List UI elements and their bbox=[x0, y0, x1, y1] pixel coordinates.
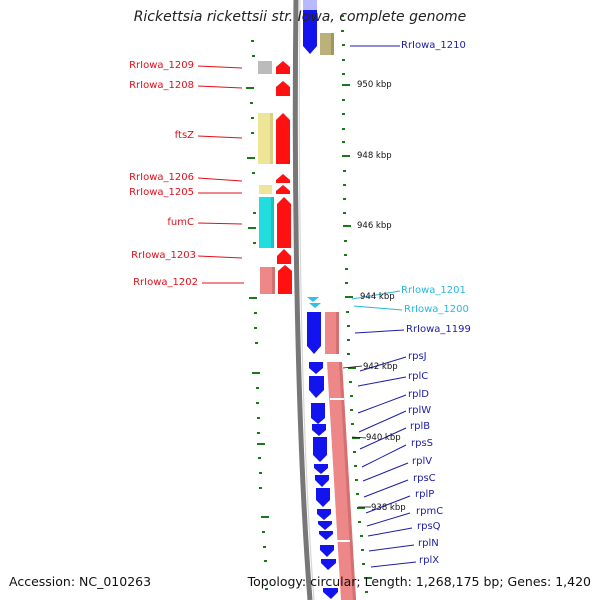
gene-1210-arrow[interactable] bbox=[303, 0, 317, 54]
tick-leaders bbox=[342, 365, 371, 508]
gene-1205-arrow[interactable] bbox=[276, 185, 290, 194]
tick-label-938: 938 kbp bbox=[371, 503, 406, 513]
tick-label-944: 944 kbp bbox=[360, 292, 395, 302]
gene-rpsS-arrow[interactable] bbox=[314, 464, 328, 474]
gene-rpsQ-arrow[interactable] bbox=[319, 531, 333, 540]
gene-rpsJ-arrow[interactable] bbox=[309, 362, 323, 374]
cds-1210 bbox=[320, 33, 334, 55]
gene-label-rplN[interactable]: rplN bbox=[418, 538, 439, 549]
gene-label-1205[interactable]: RrIowa_1205 bbox=[129, 187, 194, 198]
gene-1208-arrow[interactable] bbox=[276, 81, 290, 96]
gene-1210-top bbox=[303, 0, 317, 10]
gene-label-1199[interactable]: RrIowa_1199 bbox=[406, 324, 471, 335]
tick-label-946: 946 kbp bbox=[357, 221, 392, 231]
gene-ftsZ-arrow[interactable] bbox=[276, 113, 290, 164]
gene-rplD-arrow[interactable] bbox=[311, 403, 325, 424]
gene-rpsC-arrow[interactable] bbox=[316, 488, 330, 507]
cds-1199 bbox=[325, 312, 339, 354]
gene-label-rplX[interactable]: rplX bbox=[419, 555, 440, 566]
forward-cds-boxes bbox=[258, 61, 275, 294]
gene-label-rplC[interactable]: rplC bbox=[408, 371, 429, 382]
gene-label-1210[interactable]: RrIowa_1210 bbox=[401, 40, 466, 51]
gene-1209-arrow[interactable] bbox=[276, 61, 290, 74]
left-leader-lines bbox=[197, 65, 244, 284]
gene-label-rpsJ[interactable]: rpsJ bbox=[408, 351, 427, 362]
genome-backbone bbox=[292, 0, 313, 600]
gene-label-rplB[interactable]: rplB bbox=[410, 421, 431, 432]
gene-rplV-arrow[interactable] bbox=[315, 475, 329, 487]
gene-rplB-arrow[interactable] bbox=[313, 437, 327, 462]
gene-1203-arrow[interactable] bbox=[277, 249, 291, 264]
gene-fumC-arrow[interactable] bbox=[277, 197, 291, 248]
gene-label-rplP[interactable]: rplP bbox=[415, 489, 435, 500]
gene-label-1209[interactable]: RrIowa_1209 bbox=[129, 60, 194, 71]
cds-ftsZ bbox=[258, 113, 273, 164]
cds-1202 bbox=[260, 267, 275, 294]
gene-label-fumC[interactable]: fumC bbox=[167, 217, 194, 228]
gene-1202-arrow[interactable] bbox=[278, 265, 292, 294]
gene-rpmC-arrow[interactable] bbox=[318, 521, 332, 530]
tick-label-950: 950 kbp bbox=[357, 80, 392, 90]
gene-label-rpsC[interactable]: rpsC bbox=[413, 473, 436, 484]
gene-label-1206[interactable]: RrIowa_1206 bbox=[129, 172, 194, 183]
gene-label-rpsS[interactable]: rpsS bbox=[411, 438, 434, 449]
gene-1201-arrow[interactable] bbox=[307, 297, 319, 302]
gene-label-rplD[interactable]: rplD bbox=[408, 389, 429, 400]
tick-label-942: 942 kbp bbox=[363, 362, 398, 372]
gene-rplX-arrow[interactable] bbox=[321, 559, 336, 570]
gene-label-rpsQ[interactable]: rpsQ bbox=[417, 521, 441, 532]
tick-label-940: 940 kbp bbox=[366, 433, 401, 443]
genome-title: Rickettsia rickettsii str. Iowa, complet… bbox=[133, 9, 467, 25]
genome-backbone-inner bbox=[298, 0, 315, 600]
gene-label-ftsZ[interactable]: ftsZ bbox=[174, 130, 194, 141]
gene-1199-arrow[interactable] bbox=[307, 312, 321, 354]
gene-label-1202[interactable]: RrIowa_1202 bbox=[133, 277, 198, 288]
cds-fumC bbox=[259, 197, 274, 248]
gene-rplN-arrow[interactable] bbox=[320, 545, 334, 557]
genome-summary-text: Topology: circular; Length: 1,268,175 bp… bbox=[247, 574, 591, 589]
gene-label-1203[interactable]: RrIowa_1203 bbox=[131, 250, 196, 261]
gene-label-1208[interactable]: RrIowa_1208 bbox=[129, 80, 194, 91]
reverse-strand-genes bbox=[303, 0, 338, 599]
tick-label-948: 948 kbp bbox=[357, 151, 392, 161]
gene-rplW-arrow[interactable] bbox=[312, 424, 326, 436]
gene-label-rpmC[interactable]: rpmC bbox=[416, 506, 444, 517]
gene-1200-arrow[interactable] bbox=[309, 303, 321, 308]
right-tick-ring bbox=[341, 15, 372, 593]
left-tick-ring bbox=[246, 40, 269, 590]
forward-strand-genes bbox=[276, 61, 292, 294]
cds-1205 bbox=[259, 185, 272, 194]
gene-label-1201[interactable]: RrIowa_1201 bbox=[401, 285, 466, 296]
gene-label-rplW[interactable]: rplW bbox=[408, 405, 432, 416]
gene-label-1200[interactable]: RrIowa_1200 bbox=[404, 304, 469, 315]
reverse-cds-boxes bbox=[320, 33, 356, 600]
gene-1206-arrow[interactable] bbox=[276, 174, 290, 183]
gene-next-arrow bbox=[323, 588, 338, 599]
gene-rplC-arrow[interactable] bbox=[309, 376, 324, 398]
gene-rplP-arrow[interactable] bbox=[317, 509, 331, 520]
cds-1209 bbox=[258, 61, 272, 74]
right-leader-lines bbox=[350, 45, 417, 568]
gene-label-rplV[interactable]: rplV bbox=[412, 456, 433, 467]
accession-text: Accession: NC_010263 bbox=[9, 574, 152, 589]
